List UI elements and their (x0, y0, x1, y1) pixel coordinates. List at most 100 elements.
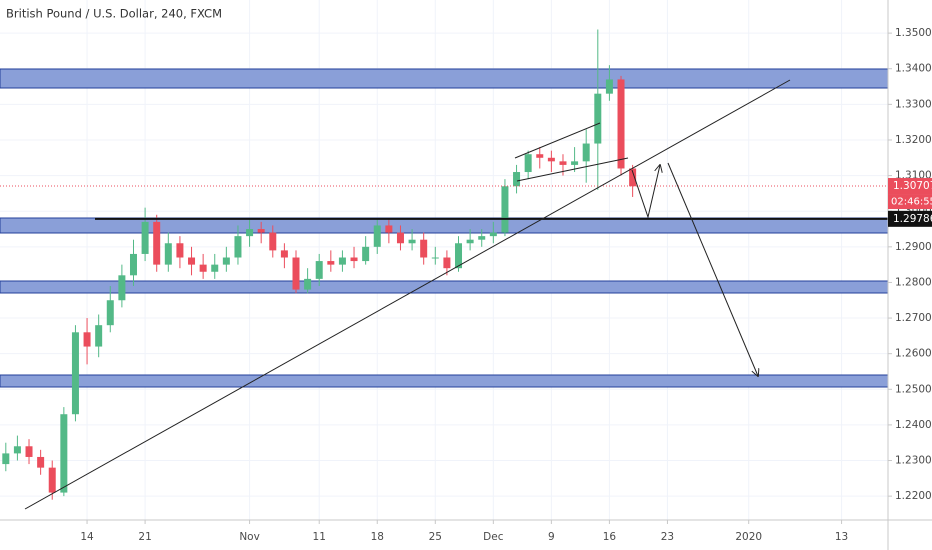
countdown-badge (888, 194, 932, 210)
candle-body (269, 232, 277, 251)
candle-body (489, 232, 497, 237)
candle-body (629, 168, 637, 187)
y-tick-label: 1.25000 (895, 383, 932, 395)
last-price-badge (888, 178, 932, 195)
candle-body (222, 257, 230, 265)
countdown-label: 02:46:55 (891, 197, 932, 208)
candle-body (118, 275, 126, 301)
x-tick-label: Nov (239, 531, 260, 543)
x-tick-label: 11 (313, 531, 326, 543)
candle-body (153, 221, 161, 265)
y-tick-label: 1.28000 (895, 276, 932, 288)
y-tick-label: 1.27000 (895, 312, 932, 324)
candle-body (292, 257, 300, 290)
candles (0, 29, 888, 500)
x-tick-label: Dec (483, 531, 504, 543)
candle-body (420, 239, 428, 258)
x-tick-label: 16 (603, 531, 617, 543)
x-tick-label: 18 (371, 531, 384, 543)
candle-body (536, 154, 544, 158)
candle-body (95, 325, 103, 347)
y-tick-label: 1.23000 (895, 455, 932, 467)
zone (0, 68, 888, 89)
candle-body (513, 172, 521, 187)
y-tick-label: 1.29000 (895, 241, 932, 253)
candle-body (338, 257, 346, 265)
candle-body (396, 232, 404, 244)
candle-body (362, 246, 370, 262)
y-tick-label: 1.24000 (895, 419, 932, 431)
candle-body (199, 264, 207, 272)
candle-body (37, 456, 45, 468)
candle-body (350, 257, 358, 262)
candle-body (246, 229, 254, 237)
chart-title: British Pound / U.S. Dollar, 240, FXCM (6, 7, 222, 21)
channel-line (516, 157, 629, 182)
candle-body (257, 229, 265, 233)
x-tick-label: 25 (429, 531, 442, 543)
candle-body (188, 257, 196, 265)
candle-body (501, 186, 509, 233)
candle-body (83, 332, 91, 347)
candle-body (304, 278, 312, 290)
candle-body (478, 236, 486, 240)
candle-body (594, 93, 602, 144)
x-tick-label: 2020 (735, 531, 762, 543)
zone (0, 280, 888, 294)
trend-line (24, 79, 791, 510)
y-tick-label: 1.35000 (895, 27, 932, 39)
candle-body (559, 161, 567, 165)
candle-body (106, 300, 114, 326)
x-tick-label: 13 (835, 531, 848, 543)
candle-body (48, 467, 56, 493)
candle-body (605, 79, 613, 94)
x-tick-label: 21 (138, 531, 151, 543)
level-badge (888, 210, 932, 227)
zone (0, 374, 888, 388)
candle-body (234, 236, 242, 258)
drawings (24, 79, 791, 510)
y-tick-label: 1.32000 (895, 134, 932, 146)
candle-body (211, 264, 219, 272)
candle-body (408, 239, 416, 244)
candle-body (71, 332, 79, 415)
y-tick-label: 1.33000 (895, 98, 932, 110)
candle-body (13, 446, 21, 454)
candle-body (315, 261, 323, 279)
candle-body (164, 243, 172, 265)
candle-body (129, 253, 137, 276)
candle-body (582, 143, 590, 162)
candle-body (571, 161, 579, 165)
candle-body (524, 154, 532, 173)
candle-body (431, 257, 439, 259)
zones (0, 68, 888, 388)
candle-body (60, 414, 68, 493)
zone (0, 217, 888, 234)
candle-body (547, 157, 555, 162)
candle-body (385, 225, 393, 233)
x-tick-label: 9 (548, 531, 555, 543)
arrow (667, 162, 758, 376)
candle-body (617, 79, 625, 169)
candle-body (176, 243, 184, 258)
x-tick-label: 23 (661, 531, 674, 543)
candle-body (327, 261, 335, 265)
candle-body (25, 446, 33, 457)
candle-body (373, 225, 381, 247)
y-tick-label: 1.22000 (895, 490, 932, 502)
x-tick-label: 14 (80, 531, 94, 543)
candle-body (443, 257, 451, 269)
candle-body (466, 239, 474, 244)
y-tick-label: 1.34000 (895, 63, 932, 75)
candle-body (2, 453, 10, 465)
candle-body (280, 250, 288, 258)
y-tick-label: 1.26000 (895, 348, 932, 360)
channel-line (514, 122, 601, 159)
level-label: 1.29786 (893, 213, 932, 225)
candle-body (455, 243, 463, 269)
candle-body (141, 221, 149, 254)
last-price-label: 1.30707 (893, 180, 932, 192)
arrow (631, 165, 660, 219)
